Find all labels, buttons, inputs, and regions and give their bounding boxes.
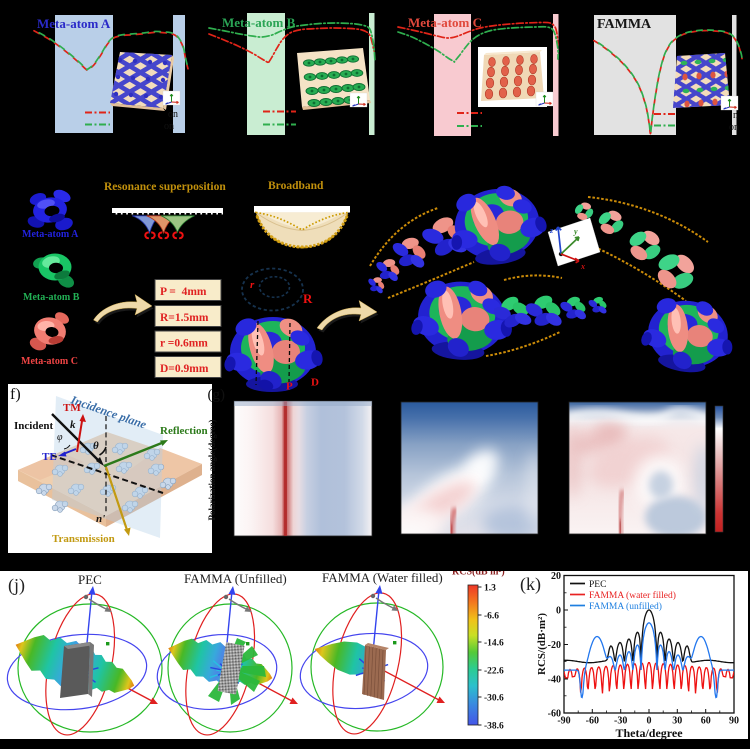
svg-text:-22.6: -22.6 [484,667,504,677]
svg-text:0: 0 [647,716,652,727]
svg-text:Meta-atom B: Meta-atom B [23,292,80,303]
svg-text:60: 60 [701,716,711,727]
svg-text:Meta-atom A: Meta-atom A [37,16,111,31]
svg-text:on: on [168,109,178,120]
svg-text:-90: -90 [557,716,570,727]
svg-text:y: y [573,227,578,236]
svg-text:(g): (g) [208,387,226,403]
svg-text:90: 90 [729,716,739,727]
svg-text:P: P [286,381,293,393]
svg-text:z: z [549,226,554,235]
svg-text:-20: -20 [548,640,561,651]
svg-text:Transmission: Transmission [52,533,115,545]
svg-text:Reflection: Reflection [160,425,208,437]
svg-text:-30: -30 [614,716,627,727]
svg-text:-30.6: -30.6 [484,694,504,704]
svg-text:0: 0 [556,606,561,617]
svg-text:FAMMA: FAMMA [597,17,652,32]
svg-text:-38.6: -38.6 [484,722,504,732]
svg-text:Meta-atom C: Meta-atom C [408,15,482,30]
svg-text:Meta-atom B: Meta-atom B [222,15,296,30]
svg-text:-40: -40 [548,675,561,686]
svg-text:FAMMA (unfilled): FAMMA (unfilled) [589,601,662,612]
svg-text:Theta/degree: Theta/degree [615,726,683,740]
svg-text:r: r [250,279,255,291]
svg-text:(k): (k) [520,574,541,595]
svg-text:1.3: 1.3 [484,584,496,594]
svg-text:Polarization angle(degree): Polarization angle(degree) [207,419,217,520]
svg-text:Broadband: Broadband [268,180,324,192]
svg-text:20: 20 [551,571,561,582]
svg-text:30: 30 [672,716,682,727]
svg-text:-60: -60 [586,716,599,727]
svg-text:TE: TE [42,451,57,463]
svg-text:f): f) [10,386,21,403]
svg-text:(j): (j) [8,575,25,596]
svg-text:RCS(dB m²): RCS(dB m²) [452,567,505,578]
svg-text:RCS/(dB·m²): RCS/(dB·m²) [536,613,548,675]
svg-text:Meta-atom C: Meta-atom C [21,356,78,367]
svg-text:-6.6: -6.6 [484,612,499,622]
svg-text:n: n [733,110,738,121]
svg-text:PEC: PEC [589,580,606,590]
svg-text:R: R [303,291,313,306]
svg-text:Meta-atom A: Meta-atom A [22,229,79,240]
svg-text:φ: φ [57,432,63,443]
svg-text:on: on [729,122,739,133]
svg-text:-14.6: -14.6 [484,639,504,649]
svg-text:FAMMA (water filled): FAMMA (water filled) [589,590,676,601]
svg-text:FAMMA (Unfilled): FAMMA (Unfilled) [184,571,287,586]
svg-text:D: D [311,377,319,389]
svg-text:k: k [70,419,76,431]
svg-text:Resonance superposition: Resonance superposition [104,181,226,193]
svg-text:x: x [580,262,585,271]
svg-text:Incident: Incident [14,420,53,432]
svg-text:R=1.5mm: R=1.5mm [160,312,209,324]
svg-text:PEC: PEC [78,572,102,587]
svg-text:P = 4mm: P = 4mm [160,286,207,298]
svg-text:-60: -60 [548,709,561,720]
svg-text:θ: θ [93,440,99,452]
svg-text:r =0.6mm: r =0.6mm [160,338,208,350]
svg-text:FAMMA (Water filled): FAMMA (Water filled) [322,570,443,585]
svg-text:on: on [164,121,174,132]
svg-text:TM: TM [63,402,81,414]
svg-text:n': n' [96,513,105,525]
svg-text:D=0.9mm: D=0.9mm [160,363,209,375]
